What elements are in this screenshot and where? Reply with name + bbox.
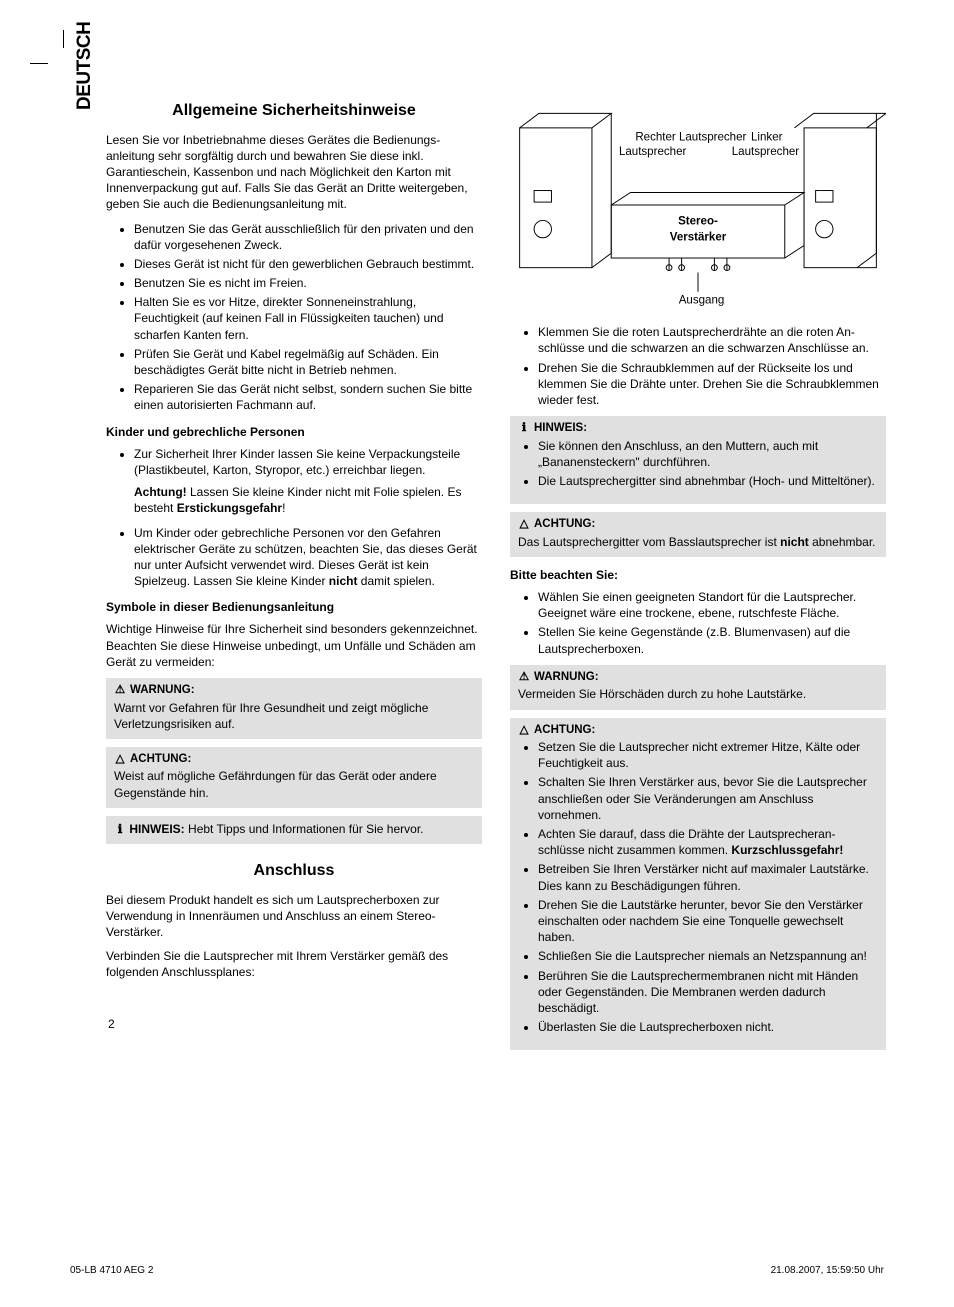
hinweis-list: Sie können den Anschluss, an den Muttern… xyxy=(518,438,878,490)
list-item: Sie können den Anschluss, an den Muttern… xyxy=(538,438,878,470)
left-column: Allgemeine Sicherheitshinweise Lesen Sie… xyxy=(68,100,482,1058)
notice-achtung-list: △ ACHTUNG: Setzen Sie die Lautsprecher n… xyxy=(510,718,886,1051)
title-text: WARNUNG: xyxy=(534,670,599,686)
list-item: Benutzen Sie das Gerät ausschließlich fü… xyxy=(134,221,482,253)
diag-label: Stereo- xyxy=(678,215,718,227)
diag-label: Rechter Lautsprecher xyxy=(635,131,746,143)
list-item: Betreiben Sie Ihren Verstärker nicht auf… xyxy=(538,861,878,893)
title-text: ACHTUNG: xyxy=(534,723,595,739)
content-columns: Allgemeine Sicherheitshinweise Lesen Sie… xyxy=(68,100,886,1058)
list-item: Drehen Sie die Schraubklemmen auf der Rü… xyxy=(538,360,886,409)
list-item: Klemmen Sie die roten Lautsprecherdrähte… xyxy=(538,324,886,356)
page-number: 2 xyxy=(108,1016,115,1032)
bold-text: Achtung! xyxy=(134,485,187,499)
achtung-inline: Achtung! Lassen Sie kleine Kinder nicht … xyxy=(134,484,482,516)
list-item: Schließen Sie die Lautsprecher niemals a… xyxy=(538,948,878,964)
diag-label: Verstärker xyxy=(670,232,727,244)
bold-text: nicht xyxy=(329,574,358,588)
list-item: Die Lautsprechergitter sind abnehmbar (H… xyxy=(538,473,878,489)
notice-warnung: ⚠ WARNUNG: Warnt vor Gefahren für Ihre G… xyxy=(106,678,482,739)
list-item: Drehen Sie die Lautstärke herunter, bevo… xyxy=(538,897,878,946)
diag-label: Ausgang xyxy=(679,294,725,306)
notice-warnung: ⚠ WARNUNG: Vermeiden Sie Hörschäden durc… xyxy=(510,665,886,710)
notice-body: Warnt vor Gefahren für Ihre Gesundheit u… xyxy=(114,700,474,732)
subhead-beachten: Bitte beachten Sie: xyxy=(510,567,886,583)
warning-icon: ⚠ xyxy=(114,683,126,699)
conn-paragraph: Bei diesem Produkt handelt es sich um La… xyxy=(106,892,482,941)
bold-text: nicht xyxy=(780,535,809,549)
info-icon: ℹ xyxy=(114,821,126,837)
list-item: Überlasten Sie die Lautsprecherboxen nic… xyxy=(538,1019,878,1035)
text: Das Lautsprechergitter vom Basslautsprec… xyxy=(518,535,780,549)
notice-title: △ ACHTUNG: xyxy=(114,752,474,768)
list-item: Um Kinder oder gebrechliche Personen vor… xyxy=(134,525,482,590)
text: damit spielen. xyxy=(357,574,434,588)
footer-right: 21.08.2007, 15:59:50 Uhr xyxy=(771,1264,884,1278)
notice-achtung: △ ACHTUNG: Das Lautsprechergitter vom Ba… xyxy=(510,512,886,557)
diag-label: Linker xyxy=(751,131,783,143)
info-icon: ℹ xyxy=(518,421,530,437)
list-item: Benutzen Sie es nicht im Freien. xyxy=(134,275,482,291)
list-item: Schalten Sie Ihren Verstärker aus, bevor… xyxy=(538,774,878,823)
warning-icon: ⚠ xyxy=(518,670,530,686)
heading-safety: Allgemeine Sicherheitshinweise xyxy=(106,100,482,122)
title-text: ACHTUNG: xyxy=(534,517,595,533)
subhead-symbols: Symbole in dieser Bedienungsanleitung xyxy=(106,599,482,615)
notice-body: Das Lautsprechergitter vom Basslautsprec… xyxy=(518,534,878,550)
symbols-paragraph: Wichtige Hinweise für Ihre Sicherheit si… xyxy=(106,621,482,670)
notice-title: △ ACHTUNG: xyxy=(518,517,878,533)
caution-icon: △ xyxy=(518,723,530,739)
bold-text: Kurzschlussgefahr! xyxy=(731,843,843,857)
notice-achtung: △ ACHTUNG: Weist auf mögliche Gefährdung… xyxy=(106,747,482,808)
connection-diagram: Rechter Lautsprecher Lautsprecher Linker… xyxy=(510,100,886,310)
list-item: Zur Sicherheit Ihrer Kinder lassen Sie k… xyxy=(134,446,482,517)
title-text: HINWEIS: xyxy=(534,421,587,437)
notice-title: ⚠ WARNUNG: xyxy=(114,683,474,699)
intro-paragraph: Lesen Sie vor Inbetriebnahme dieses Gerä… xyxy=(106,132,482,213)
notice-title: △ ACHTUNG: xyxy=(518,723,878,739)
notice-hinweis: ℹ HINWEIS: Hebt Tipps und Informationen … xyxy=(106,816,482,844)
conn-paragraph: Verbinden Sie die Lautsprecher mit Ihrem… xyxy=(106,948,482,980)
page-body: DEUTSCH Allgemeine Sicherheitshinweise L… xyxy=(0,0,954,1118)
list-item: Berühren Sie die Lautsprechermembranen n… xyxy=(538,968,878,1017)
svg-text:Lautsprecher: Lautsprecher xyxy=(619,146,687,158)
title-text: WARNUNG: xyxy=(130,683,195,699)
notice-body: Vermeiden Sie Hörschäden durch zu hohe L… xyxy=(518,686,878,702)
bold-text: Erstickungsgefahr xyxy=(177,501,282,515)
page-footer: 05-LB 4710 AEG 2 21.08.2007, 15:59:50 Uh… xyxy=(70,1264,884,1278)
list-item: Stellen Sie keine Gegenstände (z.B. Blum… xyxy=(538,624,886,656)
footer-left: 05-LB 4710 AEG 2 xyxy=(70,1264,153,1278)
list-item: Dieses Gerät ist nicht für den gewerblic… xyxy=(134,256,482,272)
list-item: Setzen Sie die Lautsprecher nicht extrem… xyxy=(538,739,878,771)
subhead-children: Kinder und gebrechliche Personen xyxy=(106,424,482,440)
connection-steps: Klemmen Sie die roten Lautsprecherdrähte… xyxy=(510,324,886,408)
children-list: Zur Sicherheit Ihrer Kinder lassen Sie k… xyxy=(106,446,482,590)
notice-hinweis: ℹ HINWEIS: Sie können den Anschluss, an … xyxy=(510,416,886,504)
list-item: Halten Sie es vor Hitze, direkter Sonnen… xyxy=(134,294,482,343)
caution-icon: △ xyxy=(114,752,126,768)
achtung-list: Setzen Sie die Lautsprecher nicht extrem… xyxy=(518,739,878,1035)
right-column: Rechter Lautsprecher Lautsprecher Linker… xyxy=(510,100,886,1058)
text: Zur Sicherheit Ihrer Kinder lassen Sie k… xyxy=(134,447,460,477)
notice-body: Hebt Tipps und Informationen für Sie her… xyxy=(185,822,424,836)
text: abnehmbar. xyxy=(809,535,876,549)
notice-title: ℹ HINWEIS: xyxy=(518,421,878,437)
beachten-list: Wählen Sie einen geeigneten Standort für… xyxy=(510,589,886,657)
svg-text:Lautsprecher: Lautsprecher xyxy=(732,146,800,158)
notice-body: Weist auf mögliche Gefährdungen für das … xyxy=(114,768,474,800)
list-item: Reparieren Sie das Gerät nicht selbst, s… xyxy=(134,381,482,413)
list-item: Prüfen Sie Gerät und Kabel regelmäßig au… xyxy=(134,346,482,378)
heading-anschluss: Anschluss xyxy=(106,860,482,882)
notice-title: ⚠ WARNUNG: xyxy=(518,670,878,686)
title-text: HINWEIS: xyxy=(129,822,184,836)
title-text: ACHTUNG: xyxy=(130,752,191,768)
list-item: Wählen Sie einen geeigneten Standort für… xyxy=(538,589,886,621)
list-item: Achten Sie darauf, dass die Drähte der L… xyxy=(538,826,878,858)
language-tab: DEUTSCH xyxy=(72,22,98,110)
caution-icon: △ xyxy=(518,517,530,533)
safety-list: Benutzen Sie das Gerät ausschließlich fü… xyxy=(106,221,482,414)
